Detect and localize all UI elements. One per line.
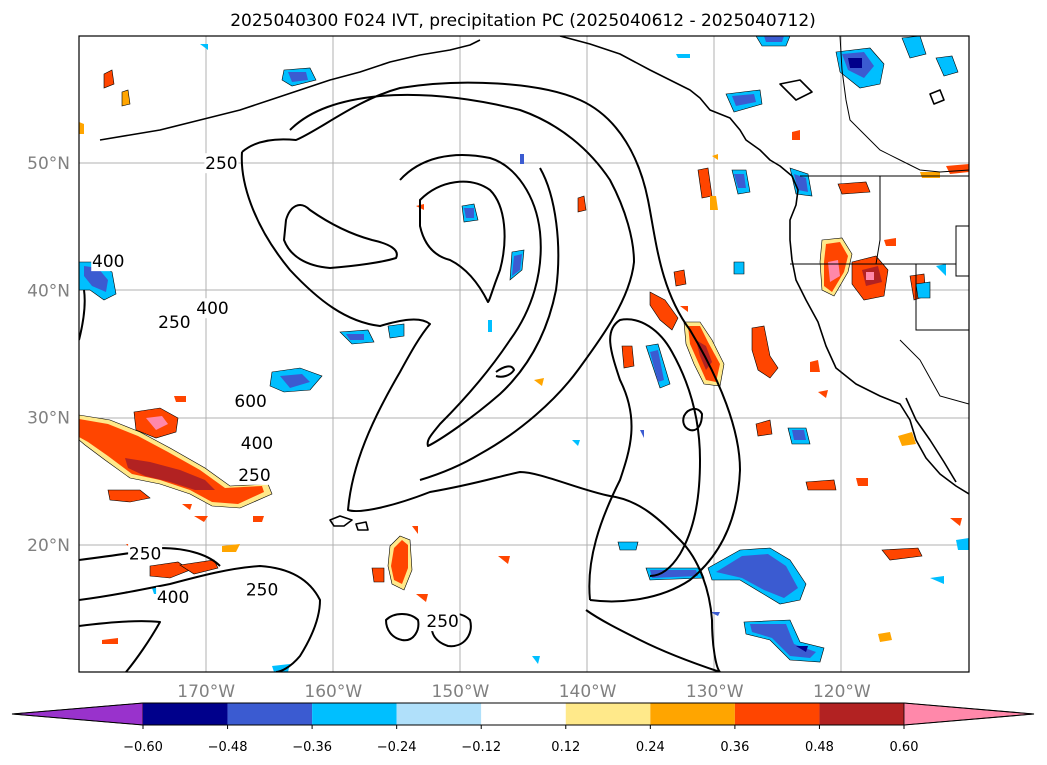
- colorbar-tick-label: 0.36: [720, 740, 749, 755]
- province-border: [839, 36, 969, 173]
- ivt-contour-label: 400: [92, 252, 124, 272]
- colorbar-cell: [143, 703, 228, 725]
- ivt-label-bg: [91, 251, 126, 272]
- colorbar-tick-label: −0.12: [461, 740, 501, 755]
- ivt-label-bg: [425, 611, 460, 632]
- colorbar-cell: [650, 703, 735, 725]
- colorbar-tick-label: 0.48: [805, 740, 834, 755]
- ivt-250-south: [585, 609, 721, 672]
- us-mexico-border: [899, 339, 969, 405]
- island-coast-2: [929, 89, 945, 105]
- colorbar-tick-label: −0.36: [292, 740, 332, 755]
- alaska-peninsula-coast: [99, 39, 481, 141]
- ivt-600-inner: [399, 153, 560, 447]
- figure-title: 2025040300 F024 IVT, precipitation PC (2…: [230, 11, 816, 31]
- map-panel: 250 400 400 250 600 400 250 250 400 250 250: [78, 35, 970, 673]
- longitude-labels: 170°W 160°W 150°W 140°W 130°W 120°W: [177, 682, 871, 702]
- ivt-label-bg: [233, 391, 268, 412]
- lon-label: 120°W: [813, 682, 871, 702]
- north-america-coast: [559, 36, 969, 495]
- hawaii-islands: [329, 515, 369, 531]
- colorbar-tick-label: −0.60: [123, 740, 163, 755]
- precipitation-pc-fill: [79, 36, 969, 672]
- colorbar-cell: [481, 703, 566, 725]
- precip-positive-central: [371, 195, 587, 602]
- ivt-250-small-loop-1: [385, 613, 420, 642]
- precip-positive-west: [79, 69, 273, 644]
- lon-label: 130°W: [686, 682, 744, 702]
- lat-label: 30°N: [27, 409, 70, 429]
- ivt-contour-label: 250: [129, 545, 161, 565]
- ivt-250-inner-east: [588, 318, 701, 601]
- island-coast: [779, 79, 813, 101]
- ivt-250-west-edge: [79, 289, 86, 341]
- colorbar-tick-label: −0.24: [377, 740, 417, 755]
- state-border-utah: [955, 225, 969, 277]
- ivt-400-west-loop: [283, 204, 398, 269]
- lon-label: 170°W: [177, 682, 235, 702]
- latitude-labels: 50°N 40°N 30°N 20°N: [27, 154, 70, 556]
- ivt-label-bg: [245, 579, 280, 600]
- colorbar-tick-label: −0.48: [208, 740, 248, 755]
- colorbar-cell: [734, 703, 820, 725]
- precip-positive-westus: [819, 164, 969, 301]
- ivt-contour-label: 250: [246, 580, 278, 600]
- ivt-label-bg: [237, 464, 272, 485]
- colorbar-extend-min: [11, 702, 144, 726]
- lon-label: 150°W: [432, 682, 490, 702]
- colorbar-cell: [312, 703, 397, 725]
- ivt-250-main: [240, 151, 721, 672]
- ivt-label-bg: [195, 298, 230, 319]
- colorbar-cell: [396, 703, 482, 725]
- state-border-arizona: [915, 264, 969, 331]
- lat-label: 20°N: [27, 536, 70, 556]
- colorbar-extend-max: [903, 702, 1035, 726]
- map-background: [79, 36, 969, 672]
- lon-label: 160°W: [304, 682, 362, 702]
- colorbar-cell: [565, 703, 651, 725]
- ivt-400-inner-loop: [419, 180, 506, 303]
- ivt-contour-label: 250: [426, 612, 458, 632]
- ivt-contour-label: 400: [157, 588, 189, 608]
- lon-label: 140°W: [559, 682, 617, 702]
- ivt-contour-labels: 250 400 400 250 600 400 250 250 400 250 250: [91, 153, 460, 632]
- map-frame: [78, 35, 970, 673]
- lat-label: 40°N: [27, 281, 70, 301]
- ivt-contour-label: 250: [158, 313, 190, 333]
- ivt-label-bg: [157, 312, 192, 333]
- colorbar-cell: [227, 703, 313, 725]
- ivt-label-bg: [204, 153, 239, 174]
- ivt-contour-label: 250: [205, 154, 237, 174]
- ivt-250-outer: [241, 81, 741, 603]
- ivt-600-small: [495, 365, 515, 378]
- ivt-250-sw-2: [79, 565, 321, 672]
- colorbar: −0.60 −0.48 −0.36 −0.24 −0.12 0.12 0.24 0.36 0.4…: [11, 702, 1035, 755]
- ivt-contour-label: 250: [238, 466, 270, 486]
- colorbar-tick-label: 0.60: [890, 740, 919, 755]
- political-borders: [790, 36, 969, 405]
- coastlines: [99, 36, 969, 531]
- precip-negative: [79, 36, 969, 672]
- ivt-label-bg: [156, 586, 191, 607]
- ivt-contour-label: 400: [196, 299, 228, 319]
- ivt-400-sw: [79, 620, 161, 672]
- ivt-contour-label: 400: [241, 434, 273, 454]
- ivt-label-bg: [128, 543, 163, 564]
- ivt-400-arc: [289, 93, 635, 481]
- lat-label: 50°N: [27, 154, 70, 174]
- ivt-label-bg: [240, 433, 274, 454]
- ivt-contours: [79, 81, 741, 672]
- colorbar-cell: [819, 703, 904, 725]
- colorbar-tick-label: 0.12: [551, 740, 580, 755]
- ivt-contour-label: 600: [234, 392, 266, 412]
- ivt-250-small-loop-3: [682, 408, 703, 432]
- baja-california-coast: [905, 397, 957, 483]
- colorbar-tick-label: 0.24: [636, 740, 665, 755]
